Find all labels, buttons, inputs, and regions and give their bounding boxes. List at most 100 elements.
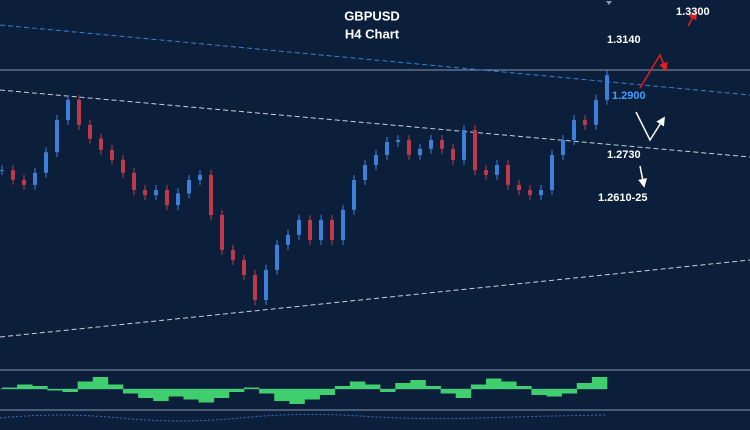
- oscillator-bar: [561, 389, 578, 394]
- oscillator-bar: [289, 389, 305, 404]
- candle-body: [110, 149, 114, 160]
- oscillator-bar: [77, 381, 94, 389]
- oscillator-bar: [138, 389, 154, 398]
- candle-body: [253, 275, 257, 301]
- candle-body: [209, 174, 213, 216]
- candle-body: [440, 139, 444, 149]
- arrow: [687, 10, 697, 27]
- price-annotation: 1.3140: [607, 34, 641, 46]
- candle-body: [44, 152, 48, 173]
- candle-body: [154, 190, 158, 196]
- candle-body: [132, 172, 136, 190]
- oscillator-bar: [486, 378, 502, 389]
- candle-body: [539, 190, 543, 196]
- oscillator-bar: [168, 389, 184, 397]
- candle-body: [429, 139, 433, 149]
- candle-body: [572, 120, 576, 140]
- candle-body: [363, 164, 367, 181]
- oscillator-bar: [546, 389, 562, 397]
- candle-body: [198, 174, 202, 181]
- candle-body: [242, 259, 246, 276]
- candle-body: [264, 269, 268, 301]
- candle-body: [11, 170, 15, 180]
- oscillator-bar: [349, 381, 366, 389]
- oscillator-bar: [576, 383, 593, 389]
- oscillator-bar: [107, 384, 124, 389]
- oscillator-bar: [334, 386, 351, 389]
- candle-body: [297, 219, 301, 235]
- oscillator-bar: [17, 384, 33, 389]
- candle-body: [341, 209, 345, 241]
- oscillator-bar: [92, 377, 109, 389]
- oscillator-bar: [304, 389, 320, 400]
- candle-body: [396, 139, 400, 142]
- candle-body: [176, 193, 180, 206]
- candle-body: [495, 164, 499, 175]
- candle-body: [583, 120, 587, 125]
- oscillator-bar: [440, 389, 457, 394]
- oscillator-bar: [259, 389, 275, 394]
- scroll-marker: [606, 1, 612, 5]
- candle-body: [330, 219, 334, 241]
- candle-body: [88, 124, 92, 139]
- candle-body: [22, 179, 26, 185]
- oscillator-bar: [47, 389, 63, 391]
- oscillator-bar: [274, 389, 290, 401]
- candle-body: [187, 180, 191, 194]
- candle-body: [319, 219, 323, 241]
- trend-line: [0, 89, 750, 158]
- candle-body: [605, 75, 609, 100]
- price-annotation: 1.2900: [612, 90, 646, 102]
- oscillator-bar: [32, 386, 48, 389]
- lower-indicator: [0, 413, 608, 422]
- oscillator-bar: [153, 389, 169, 401]
- oscillator-bar: [183, 389, 199, 400]
- arrow: [638, 165, 648, 188]
- trend-line: [0, 24, 750, 96]
- price-annotation: 1.3300: [676, 6, 710, 18]
- oscillator-bar: [228, 389, 245, 392]
- oscillator-bar: [591, 377, 608, 389]
- chart-title: GBPUSD: [344, 8, 400, 23]
- arrow: [635, 111, 665, 142]
- oscillator-bar: [319, 389, 336, 395]
- oscillator-bar: [425, 386, 441, 389]
- candle-body: [99, 138, 103, 150]
- candle-body: [143, 190, 147, 196]
- oscillator-bar: [365, 384, 381, 389]
- oscillator-bar: [123, 389, 139, 394]
- oscillator-bar: [198, 389, 215, 403]
- candle-body: [550, 155, 554, 190]
- oscillator-bar: [244, 387, 260, 389]
- oscillator-bar: [516, 386, 532, 389]
- candle-body: [220, 215, 224, 250]
- oscillator-bar: [395, 383, 411, 389]
- candle-body: [374, 155, 378, 165]
- candle-body: [286, 234, 290, 245]
- candle-body: [231, 250, 235, 260]
- oscillator-bar: [470, 384, 487, 389]
- candle-body: [55, 120, 59, 153]
- oscillator-bar: [62, 389, 78, 392]
- oscillator-bar: [380, 389, 396, 392]
- oscillator-bar: [531, 389, 547, 395]
- candle-body: [275, 244, 279, 270]
- candle-body: [0, 170, 4, 172]
- candle-body: [451, 148, 455, 160]
- candle-body: [473, 130, 477, 171]
- oscillator-bar: [213, 389, 230, 398]
- oscillator-bar: [455, 389, 472, 398]
- candle-body: [517, 184, 521, 190]
- candle-body: [352, 180, 356, 210]
- candle-body: [308, 219, 312, 241]
- candle-body: [418, 148, 422, 156]
- candle-body: [66, 99, 70, 121]
- candle-body: [407, 139, 411, 156]
- oscillator-bar: [410, 380, 426, 389]
- arrow: [639, 53, 668, 89]
- candle-body: [484, 170, 488, 175]
- price-annotation: 1.2730: [607, 149, 641, 161]
